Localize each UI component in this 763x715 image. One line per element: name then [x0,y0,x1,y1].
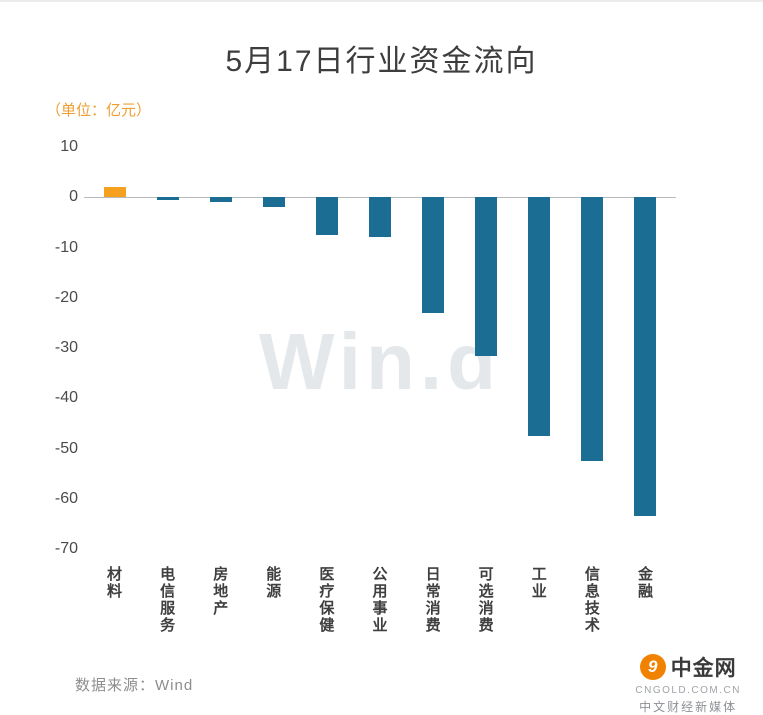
logo-tagline: 中文财经新媒体 [639,700,738,714]
x-axis-category-label: 医疗保健 [319,566,335,634]
x-axis-category-label: 金融 [637,566,653,600]
logo-row: 9 中金网 [639,652,737,682]
y-axis-tick-label: -30 [54,339,78,356]
y-axis-tick-label: -60 [54,489,78,507]
y-axis-tick-label: -70 [54,540,78,557]
bar-能源 [262,197,285,208]
x-axis-category-label: 工业 [531,566,547,600]
x-axis-category-label: 信息技术 [584,566,600,634]
bar-房地产 [209,197,232,203]
chart-title: 5月17日行业资金流向 [225,45,538,78]
logo-name: 中金网 [670,657,737,680]
bar-工业 [528,197,551,436]
y-axis-tick-label: 10 [60,138,78,155]
bar-信息技术 [581,197,604,462]
cngold-logo-icon: 9 [639,654,666,680]
x-axis-category-label: 日常消费 [425,566,441,634]
y-axis-tick-label: -10 [54,238,78,256]
bar-材料 [103,187,126,198]
x-axis-category-label: 材料 [107,566,123,600]
x-axis-category-label: 可选消费 [478,566,494,634]
x-axis-category-label: 电信服务 [160,566,176,634]
bar-日常消费 [422,197,445,313]
y-axis-tick-label: 0 [69,188,78,206]
x-axis: 材料 电信服务 房地产 能源 医疗保健 公用事业 日常消费 可选消费 工业 信息技术 金融 [88,566,672,686]
y-axis: 10 0 -10 -20 -30 -40 -50 -60 -70 [0,138,78,557]
bar-电信服务 [156,197,179,200]
plot-area [84,147,676,549]
cngold-logo: 9 中金网 CNGOLD.COM.CN 中文财经新媒体 [635,652,741,715]
unit-label: （单位：亿元） [46,102,152,119]
logo-domain: CNGOLD.COM.CN [635,685,741,696]
x-axis-category-label: 房地产 [213,566,229,617]
x-axis-category-label: 公用事业 [372,566,388,634]
y-axis-tick-label: -40 [54,389,78,407]
bar-可选消费 [475,197,498,356]
data-source-label: 数据来源：Wind [75,677,194,694]
bar-公用事业 [369,197,391,238]
bar-医疗保健 [315,197,338,235]
x-axis-category-label: 能源 [266,566,282,600]
bar-金融 [634,197,657,517]
y-axis-tick-label: -20 [54,288,78,306]
y-axis-tick-label: -50 [54,439,78,457]
